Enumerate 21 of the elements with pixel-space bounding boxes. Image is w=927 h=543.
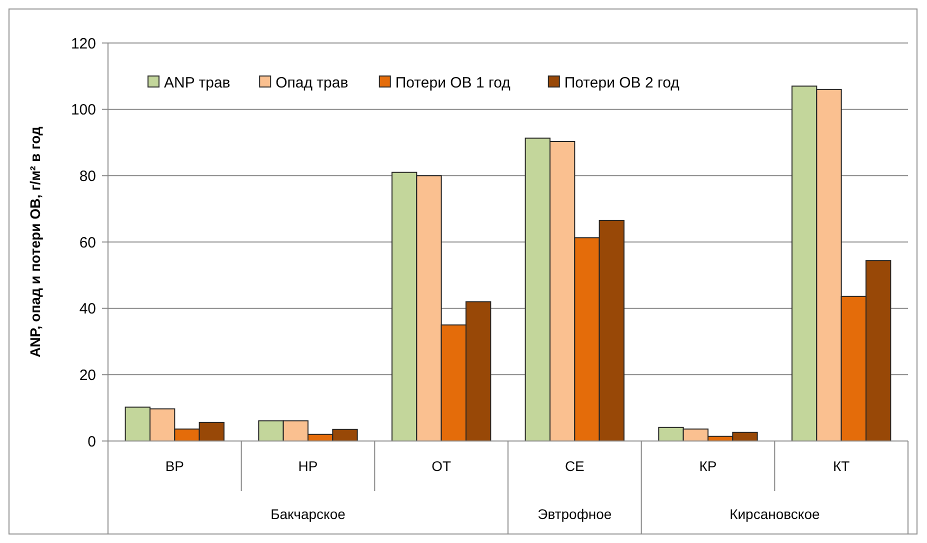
y-tick-label: 100 [70, 102, 96, 119]
legend-label: Потери ОВ 2 год [564, 74, 680, 92]
x-tick-label: ОТ [432, 458, 452, 474]
x-tick-label: ВР [165, 458, 184, 474]
y-tick-label: 60 [79, 234, 96, 252]
y-axis-title: ANP, опад и потери ОВ, г/м² в год [27, 126, 43, 358]
text: Бакчарское [270, 506, 346, 522]
legend-label: Опад трав [276, 74, 348, 92]
x-tick-label: СЕ [564, 458, 584, 474]
y-tick-label: 120 [70, 35, 96, 52]
x-tick-label: НР [298, 458, 318, 474]
x-tick-label: КТ [832, 458, 850, 474]
y-tick-label: 80 [79, 168, 96, 185]
text: Кирсановское [730, 506, 820, 522]
y-tick-label: 20 [79, 366, 96, 384]
legend-label: Потери ОВ 1 год [395, 74, 511, 92]
y-tick-label: 40 [79, 300, 96, 318]
text: Эвтрофное [538, 506, 612, 522]
x-tick-label: КР [699, 458, 717, 474]
legend-label: ANP трав [164, 74, 230, 92]
y-tick-label: 0 [88, 433, 96, 450]
